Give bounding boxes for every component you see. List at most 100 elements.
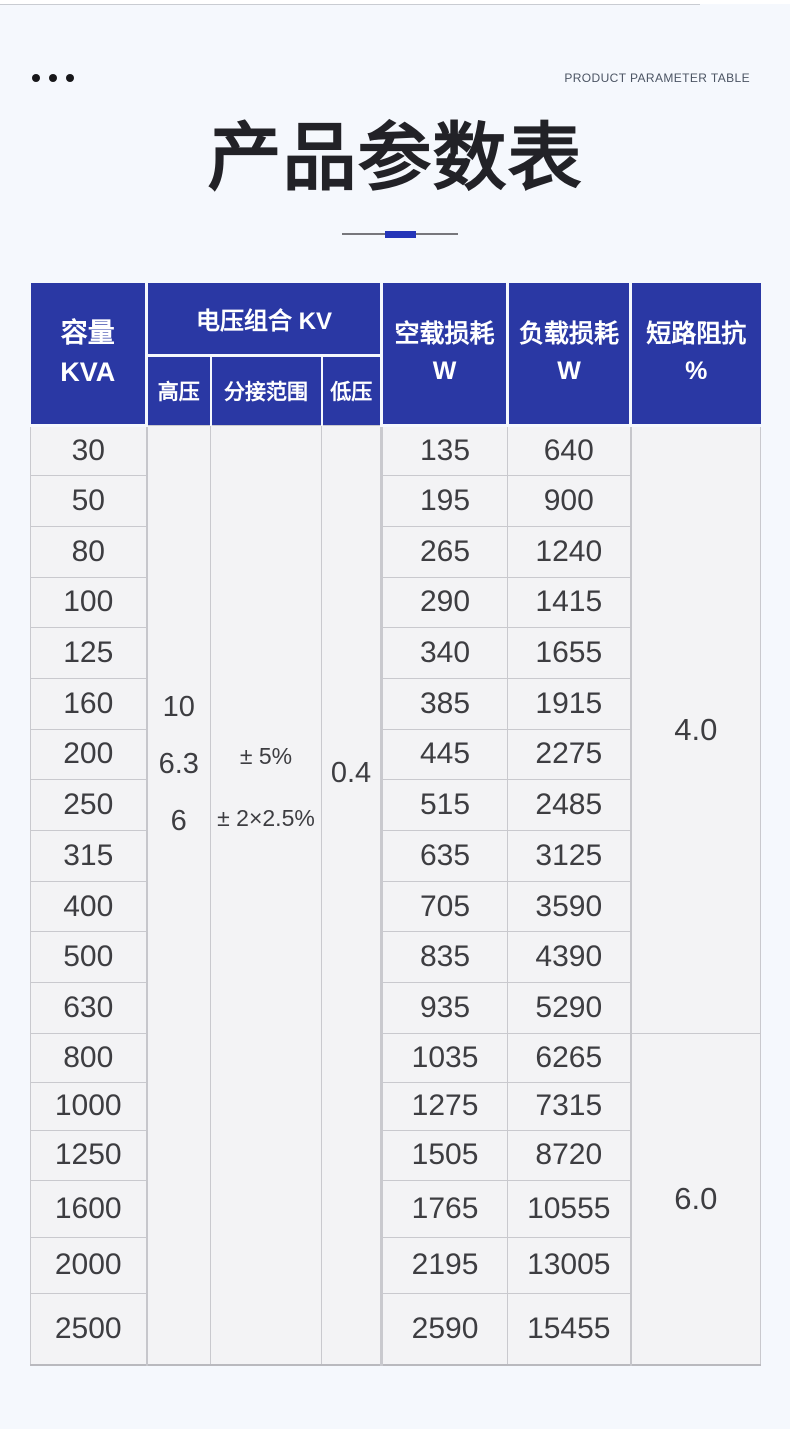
table-body: 30 10 6.3 6 ± 5% ± 2×2.5% 0.4 135 640 4.0 50 195 900…	[30, 424, 762, 1366]
table-row: 400 705 3590	[30, 880, 761, 933]
capacity-cell: 1000	[30, 1081, 148, 1131]
load-loss-cell: 3590	[507, 880, 632, 933]
load-loss-cell: 15455	[507, 1292, 632, 1366]
top-white-strip	[0, 0, 790, 4]
impedance-cell: 4.0	[629, 424, 762, 1034]
parameter-table: 容量 KVA 电压组合 KV 空载损耗 W 负载损耗 W 短路阻抗 % 高	[30, 283, 762, 1367]
load-loss-cell: 4390	[507, 931, 632, 984]
header-voltage-group: 电压组合 KV	[144, 283, 384, 355]
capacity-cell: 200	[30, 728, 148, 781]
table-row: 2500 2590 15455	[30, 1292, 761, 1366]
capacity-cell: 2500	[30, 1292, 148, 1366]
load-loss-cell: 13005	[507, 1236, 632, 1294]
capacity-cell: 1250	[30, 1129, 148, 1181]
no-load-loss-cell: 1035	[380, 1032, 509, 1083]
load-loss-cell: 10555	[507, 1179, 632, 1238]
capacity-cell: 100	[30, 576, 148, 629]
header-load-loss: 负载损耗 W	[506, 283, 633, 427]
load-loss-cell: 2485	[507, 779, 632, 831]
no-load-loss-cell: 1275	[380, 1081, 509, 1131]
impedance-cell: 6.0	[629, 1032, 762, 1366]
header-no-load-loss: 空载损耗 W	[380, 283, 510, 427]
capacity-cell: 160	[30, 677, 148, 730]
no-load-loss-cell: 385	[380, 677, 509, 730]
no-load-loss-cell: 635	[380, 830, 509, 882]
load-loss-cell: 1915	[507, 677, 632, 730]
no-load-loss-cell: 265	[380, 525, 509, 578]
capacity-cell: 1600	[30, 1179, 148, 1238]
divider-accent-bar	[385, 231, 416, 238]
table-row: 315 635 3125	[30, 830, 761, 882]
tap-range-values: ± 5% ± 2×2.5%	[217, 742, 315, 831]
table-row: 800 1035 6265 6.0	[30, 1032, 762, 1366]
table-row: 125 340 1655	[30, 627, 761, 679]
load-loss-cell: 2275	[507, 728, 632, 781]
table-row: 80 265 1240	[30, 525, 761, 578]
table-row: 250 515 2485	[30, 779, 761, 831]
high-voltage-values: 10 6.3 6	[158, 690, 199, 837]
table-row: 30 10 6.3 6 ± 5% ± 2×2.5% 0.4 135 640 4.0	[30, 424, 762, 1366]
page-title: 产品参数表	[207, 116, 583, 199]
load-loss-cell: 1415	[507, 576, 632, 629]
table-row: 500 835 4390	[30, 931, 761, 984]
table-row: 630 935 5290	[30, 982, 761, 1034]
table-header: 容量 KVA 电压组合 KV 空载损耗 W 负载损耗 W 短路阻抗 % 高	[30, 283, 761, 427]
header-high-voltage: 高压	[145, 353, 212, 425]
no-load-loss-cell: 1765	[380, 1179, 509, 1238]
load-loss-cell: 1240	[507, 525, 632, 578]
table-row: 50 195 900	[30, 475, 761, 527]
decorative-dots	[32, 74, 74, 82]
load-loss-cell: 900	[507, 475, 632, 527]
table-row: 200 445 2275	[30, 728, 761, 781]
table-row: 1600 1765 10555	[30, 1179, 761, 1238]
dot-icon	[49, 74, 57, 82]
no-load-loss-cell: 1505	[380, 1129, 509, 1181]
no-load-loss-cell: 290	[380, 576, 509, 629]
eyebrow-label: PRODUCT PARAMETER TABLE	[564, 71, 750, 85]
title-divider	[342, 230, 458, 238]
no-load-loss-cell: 135	[380, 424, 509, 477]
capacity-cell: 80	[30, 525, 148, 578]
low-voltage-value: 0.4	[330, 756, 372, 789]
no-load-loss-cell: 515	[380, 779, 509, 831]
no-load-loss-cell: 935	[380, 982, 509, 1034]
capacity-cell: 30	[30, 424, 148, 477]
header-capacity: 容量 KVA	[30, 283, 148, 427]
load-loss-cell: 640	[507, 424, 632, 477]
parameter-table-wrap: 容量 KVA 电压组合 KV 空载损耗 W 负载损耗 W 短路阻抗 % 高	[30, 283, 762, 1367]
high-voltage-merged-cell: 10 6.3 6	[146, 424, 211, 1366]
load-loss-cell: 8720	[507, 1129, 632, 1181]
header-low-voltage: 低压	[320, 353, 383, 425]
no-load-loss-cell: 705	[380, 880, 509, 933]
capacity-cell: 315	[30, 830, 148, 882]
dot-icon	[66, 74, 74, 82]
no-load-loss-cell: 2195	[380, 1236, 509, 1294]
capacity-cell: 400	[30, 880, 148, 933]
capacity-cell: 500	[30, 931, 148, 984]
load-loss-cell: 5290	[507, 982, 632, 1034]
no-load-loss-cell: 2590	[380, 1292, 509, 1366]
dot-icon	[32, 74, 40, 82]
no-load-loss-cell: 835	[380, 931, 509, 984]
load-loss-cell: 6265	[507, 1032, 632, 1083]
header-impedance: 短路阻抗 %	[629, 283, 761, 427]
table-row: 2000 2195 13005	[30, 1236, 761, 1294]
capacity-cell: 800	[30, 1032, 148, 1083]
capacity-cell: 250	[30, 779, 148, 831]
low-voltage-merged-cell: 0.4	[320, 424, 383, 1366]
no-load-loss-cell: 195	[380, 475, 509, 527]
capacity-cell: 50	[30, 475, 148, 527]
no-load-loss-cell: 445	[380, 728, 509, 781]
capacity-cell: 2000	[30, 1236, 148, 1294]
capacity-cell: 630	[30, 982, 148, 1034]
header-tap-range: 分接范围	[209, 353, 323, 425]
capacity-cell: 125	[30, 627, 148, 679]
table-row: 1000 1275 7315	[30, 1081, 761, 1131]
load-loss-cell: 7315	[507, 1081, 632, 1131]
no-load-loss-cell: 340	[380, 627, 509, 679]
load-loss-cell: 1655	[507, 627, 632, 679]
table-row: 160 385 1915	[30, 677, 761, 730]
table-row: 100 290 1415	[30, 576, 761, 629]
load-loss-cell: 3125	[507, 830, 632, 882]
